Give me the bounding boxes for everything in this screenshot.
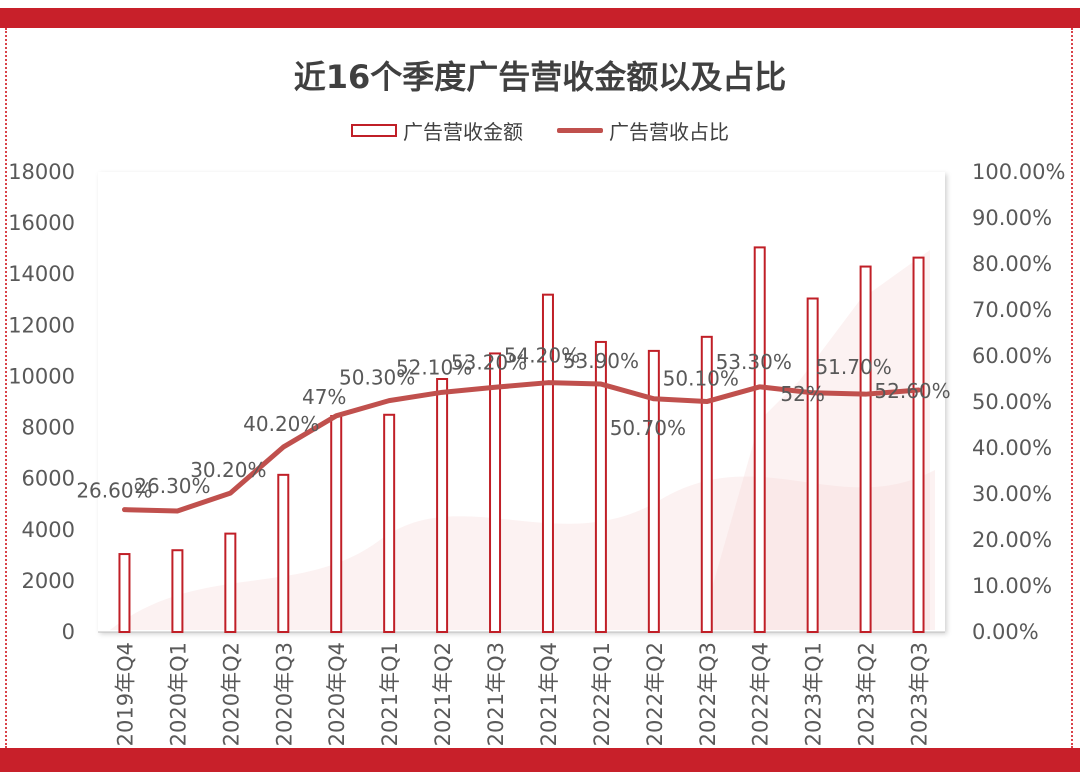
bar-ad-revenue [383,413,396,633]
x-category-label: 2022年Q4 [749,642,773,746]
left-dotted-border [5,28,7,748]
legend-label-ratio: 广告营收占比 [609,120,729,144]
bar-ad-revenue [912,256,925,633]
y-left-tick-label: 16000 [8,211,75,235]
bar-ad-revenue [224,532,237,633]
y-right-tick-label: 70.00% [972,298,1052,322]
x-category-label: 2023年Q1 [802,642,826,746]
y-right-tick-label: 90.00% [972,206,1052,230]
legend: 广告营收金额 广告营收占比 [0,116,1080,145]
line-data-label: 26.30% [134,474,210,498]
y-right-tick-label: 30.00% [972,482,1052,506]
line-data-label: 52% [780,382,824,406]
bar-ad-revenue [541,293,554,633]
x-category-label: 2020年Q1 [166,642,190,746]
x-category-label: 2022年Q2 [643,642,667,746]
y-left-tick-label: 8000 [22,416,75,440]
bar-ad-revenue [277,473,290,634]
line-data-label: 50.70% [610,416,686,440]
bar-ad-revenue [436,378,449,633]
y-right-tick-label: 10.00% [972,574,1052,598]
x-category-label: 2021年Q1 [378,642,402,746]
line-data-label: 51.70% [815,355,891,379]
legend-label-amount: 广告营收金额 [403,120,523,144]
x-category-label: 2020年Q2 [219,642,243,746]
y-right-tick-label: 40.00% [972,436,1052,460]
legend-bar-swatch [351,124,397,137]
y-right-tick-label: 20.00% [972,528,1052,552]
watermark-wall [110,470,935,630]
y-right-tick-label: 60.00% [972,344,1052,368]
y-left-tick-label: 6000 [22,467,75,491]
y-left-tick-label: 12000 [8,313,75,337]
x-category-label: 2023年Q2 [855,642,879,746]
bar-ad-revenue [489,352,502,633]
bar-ad-revenue [859,265,872,633]
line-ad-revenue-ratio [121,380,922,514]
line-data-label: 40.20% [243,412,319,436]
bar-ad-revenue [171,549,184,634]
bar-ad-revenue [647,349,660,633]
y-right-tick-label: 50.00% [972,390,1052,414]
line-data-label: 53.30% [716,350,792,374]
bar-ad-revenue [594,340,607,633]
line-data-label: 53.90% [563,349,639,373]
line-data-label: 26.60% [76,479,152,503]
bottom-red-band [0,748,1080,772]
legend-item-amount: 广告营收金额 [351,116,523,145]
bar-ad-revenue [330,415,343,633]
line-data-label: 52.60% [874,379,950,403]
chart-title: 近16个季度广告营收金额以及占比 [293,58,787,96]
bar-ad-revenue [806,297,819,633]
x-category-label: 2022年Q1 [590,642,614,746]
right-dotted-border [1071,28,1073,748]
line-data-label: 52.10% [396,355,472,379]
x-category-label: 2020年Q3 [272,642,296,746]
plot-area [98,172,945,632]
y-left-tick-label: 14000 [8,262,75,286]
x-category-label: 2023年Q3 [908,642,932,746]
x-category-label: 2021年Q4 [537,642,561,746]
x-category-label: 2022年Q3 [696,642,720,746]
line-data-label: 53.20% [451,350,527,374]
bar-ad-revenue [753,246,766,633]
y-right-tick-label: 0.00% [972,620,1039,644]
y-left-tick-label: 4000 [22,518,75,542]
line-data-label: 50.10% [663,367,739,391]
x-category-label: 2021年Q3 [484,642,508,746]
x-category-label: 2019年Q4 [113,642,137,746]
bar-ad-revenue [700,335,713,633]
line-data-label: 47% [302,385,346,409]
y-left-tick-label: 10000 [8,364,75,388]
y-left-tick-label: 18000 [8,160,75,184]
y-left-tick-label: 0 [62,620,75,644]
bar-ad-revenue [118,553,131,633]
legend-item-ratio: 广告营收占比 [557,116,729,145]
line-data-label: 54.20% [504,344,580,368]
top-red-band [0,8,1080,28]
x-category-label: 2020年Q4 [325,642,349,746]
line-data-label: 30.20% [190,458,266,482]
legend-line-swatch [557,128,603,133]
y-left-tick-label: 2000 [22,569,75,593]
y-right-tick-label: 100.00% [972,160,1065,184]
line-data-label: 50.30% [339,366,415,390]
y-right-tick-label: 80.00% [972,252,1052,276]
x-category-label: 2021年Q2 [431,642,455,746]
